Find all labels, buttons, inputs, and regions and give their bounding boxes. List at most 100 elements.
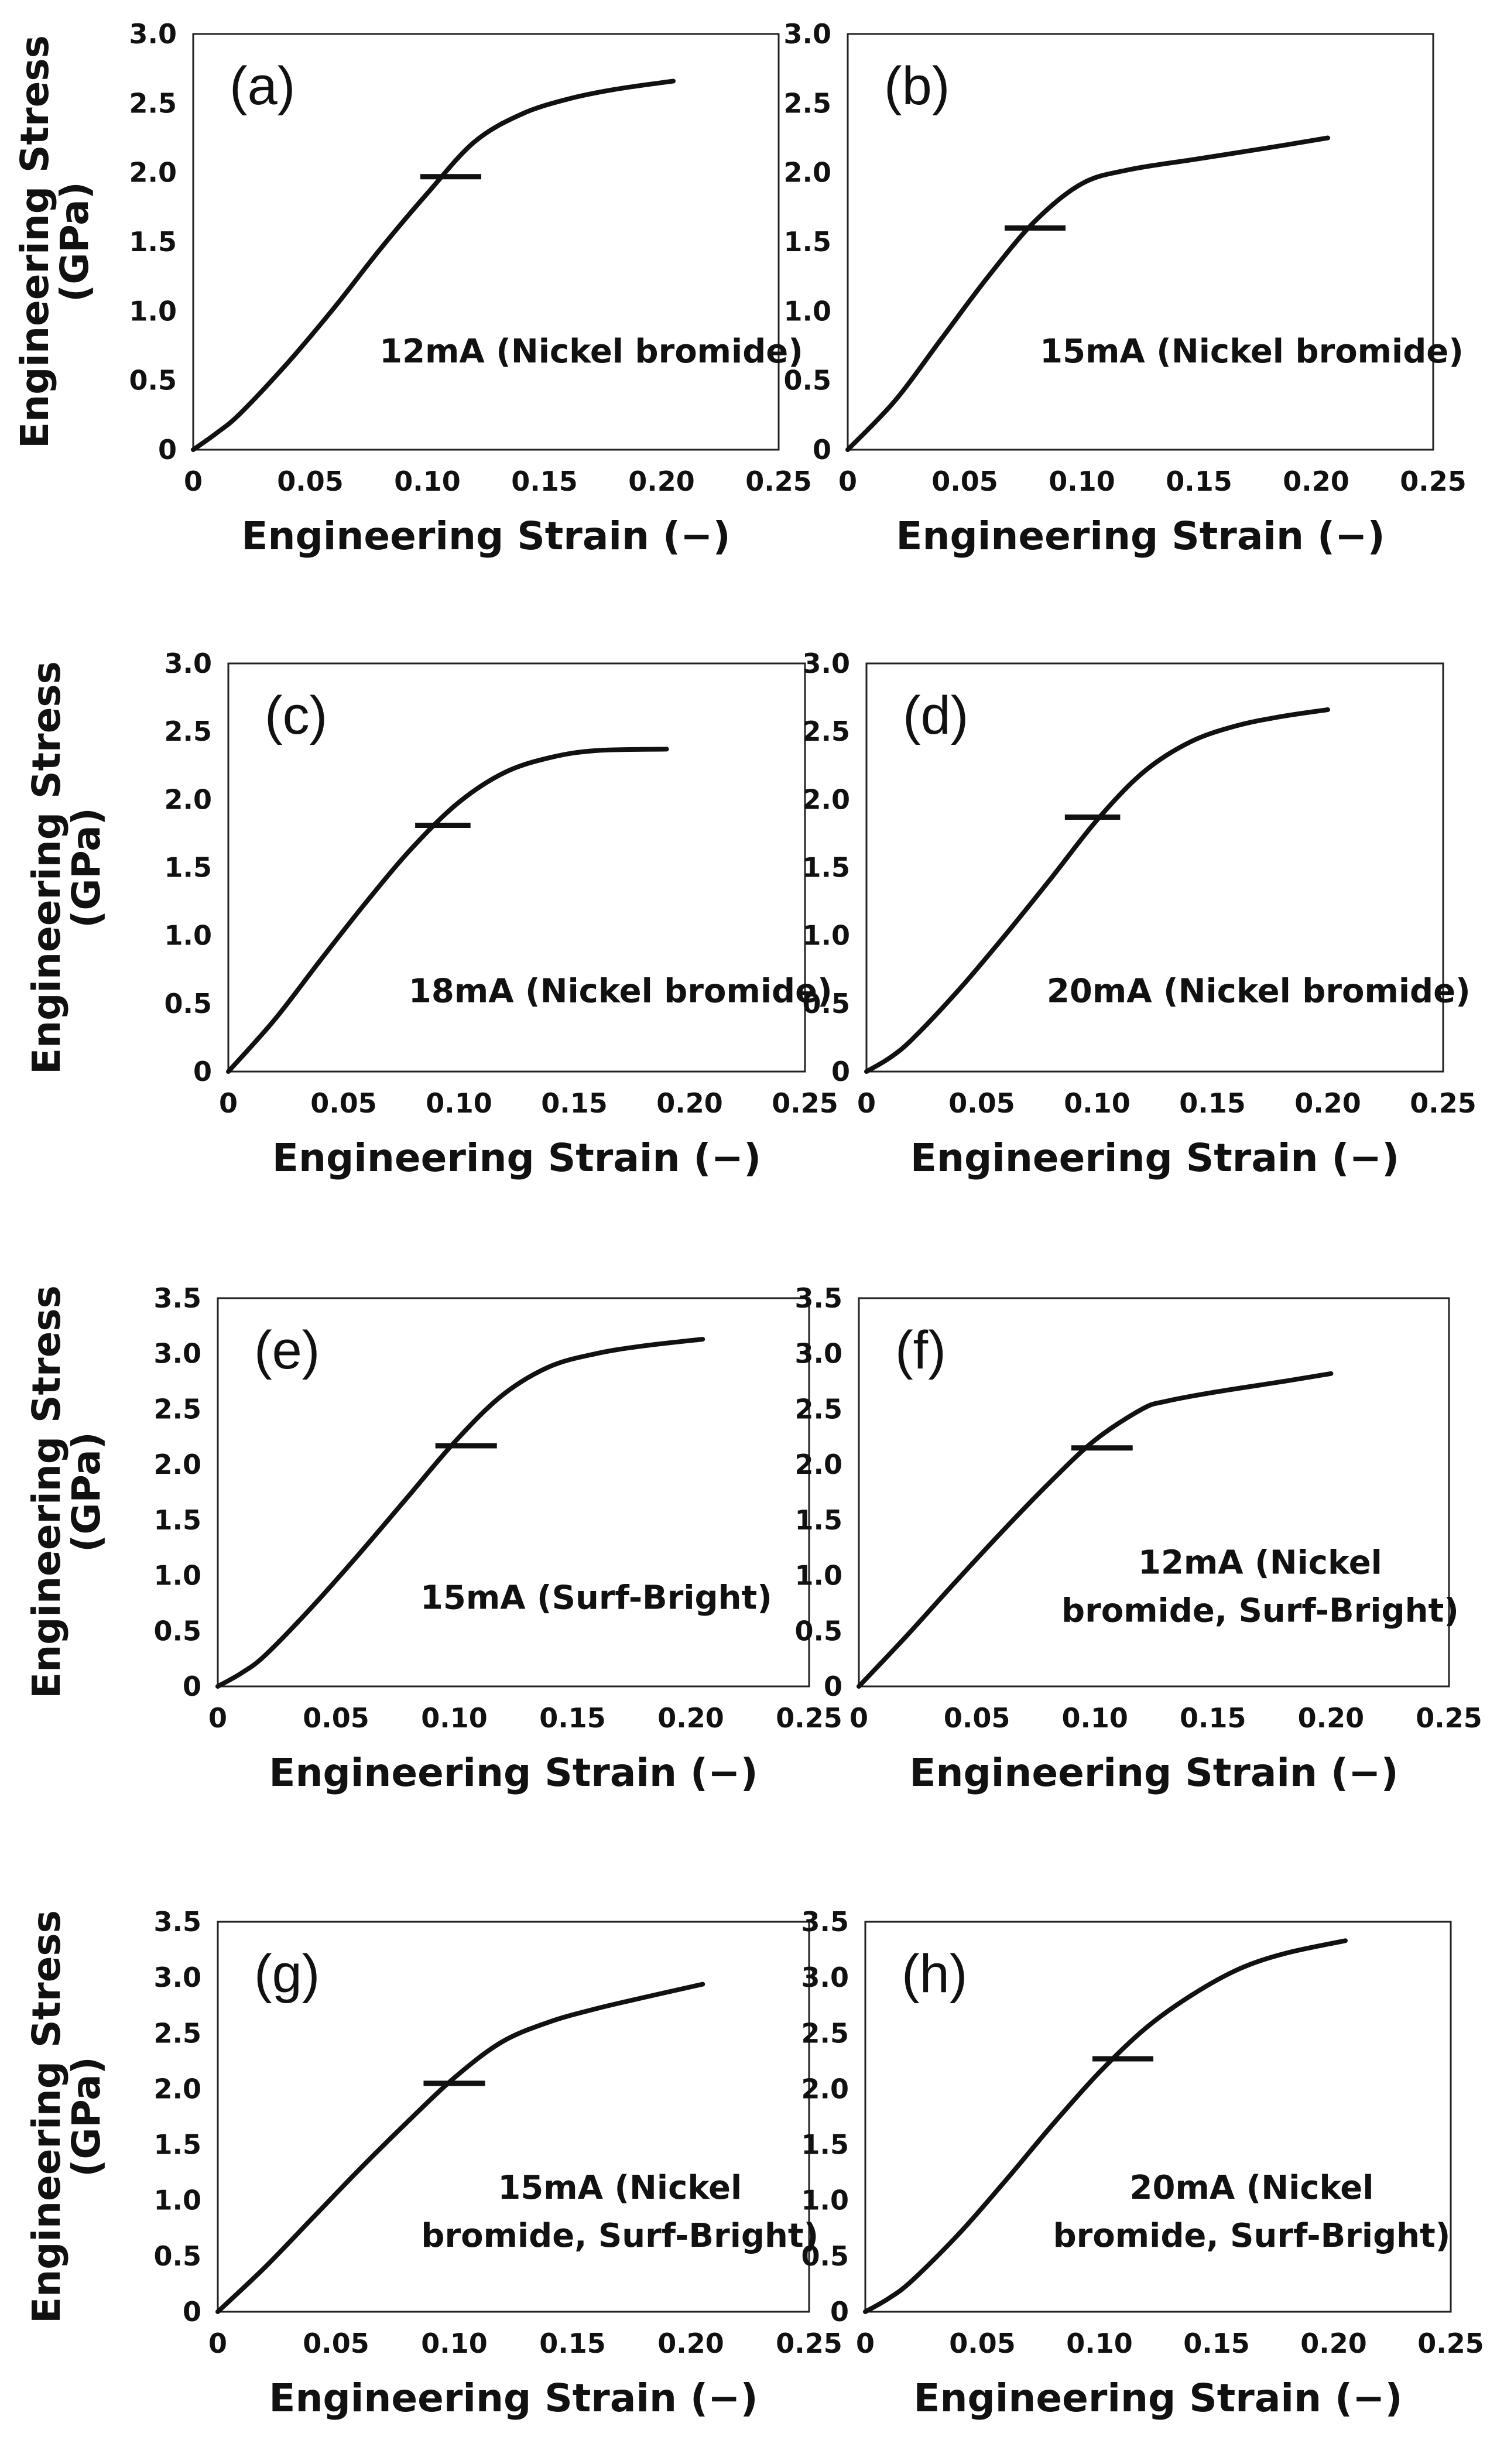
x-tick-label: 0.10 [394,466,461,497]
y-tick-label: 1.5 [154,1504,202,1536]
y-tick-label: 0 [158,434,177,466]
y-tick-label: 1.0 [165,920,213,952]
x-axis-label: Engineering Strain (−) [241,514,730,559]
y-tick-label: 2.5 [165,716,213,747]
y-axis-label: Engineering Stress(GPa) [24,1910,109,2323]
plot-frame [192,33,780,451]
y-tick-label: 0.5 [129,365,177,396]
y-tick-label: 0 [183,1671,201,1702]
y-tick-label: 1.5 [165,852,213,884]
x-tick-label: 0 [849,1702,868,1734]
x-axis-label: Engineering Strain (−) [909,1750,1398,1795]
condition-label: 18mA (Nickel bromide) [409,973,833,1011]
plot-frame [227,662,806,1073]
x-tick-label: 0.05 [931,466,998,497]
y-tick-label: 3.0 [784,18,832,50]
x-tick-label: 0.15 [1183,2328,1250,2359]
y-axis-label-line2: (GPa) [64,1432,109,1552]
x-tick-label: 0.10 [421,1702,488,1734]
stress-strain-curve [864,707,1330,1074]
x-tick-label: 0.20 [656,1087,723,1119]
condition-label: bromide, Surf-Bright) [1053,2217,1451,2255]
y-tick-label: 1.0 [801,2185,849,2216]
x-tick-label: 0 [208,2328,227,2359]
stress-strain-curve [215,1982,705,2314]
y-tick-label: 0.5 [784,365,832,396]
x-axis-label: Engineering Strain (−) [896,514,1385,559]
condition-label: 20mA (Nickel bromide) [1047,973,1471,1011]
y-tick-label: 2.5 [801,2017,849,2049]
y-tick-label: 1.0 [129,295,177,327]
y-tick-label: 0 [831,1056,850,1087]
x-tick-label: 0 [857,1087,876,1119]
condition-label: bromide, Surf-Bright) [1061,1592,1459,1630]
y-tick-label: 3.0 [165,648,213,679]
y-tick-label: 3.0 [129,18,177,50]
y-tick-label: 1.5 [154,2129,202,2161]
stress-strain-curve [226,747,669,1074]
y-tick-label: 3.5 [154,1282,202,1314]
y-tick-label: 0.5 [154,1615,202,1647]
chart-panel: 0 0.5 1.0 1.5 2.0 2.5 3.0 0 0.05 0.10 0.15 0.20 0.25… [12,18,812,559]
panel-label: (d) [903,686,968,745]
condition-label: bromide, Surf-Bright) [421,2217,818,2255]
panel-label: (g) [254,1944,320,2004]
y-tick-label: 2.5 [803,716,851,747]
y-tick-label: 0 [193,1056,212,1087]
y-tick-label: 1.0 [795,1560,843,1592]
condition-label: 12mA (Nickel [1138,1544,1382,1582]
y-tick-label: 1.5 [795,1504,843,1536]
panel-label: (c) [265,686,327,745]
y-tick-label: 3.5 [795,1282,843,1314]
x-tick-label: 0.10 [1061,1702,1128,1734]
x-tick-label: 0.25 [1417,2328,1484,2359]
plot-frame [847,33,1434,451]
y-tick-label: 2.5 [795,1393,843,1425]
x-tick-label: 0.25 [745,466,812,497]
y-tick-label: 2.0 [129,157,177,189]
x-tick-label: 0.15 [539,2328,606,2359]
y-tick-label: 1.0 [803,920,851,952]
plot-frame [858,1297,1450,1688]
y-axis-label-line2: (GPa) [52,182,97,302]
condition-label: 15mA (Nickel bromide) [1040,333,1464,371]
y-axis-label-line1: Engineering Stress [24,661,69,1074]
x-tick-label: 0 [219,1087,238,1119]
x-tick-label: 0.25 [1400,466,1467,497]
y-tick-label: 2.0 [154,2073,202,2104]
x-axis-label: Engineering Strain (−) [272,1135,761,1180]
x-tick-label: 0.20 [657,1702,724,1734]
y-tick-label: 2.0 [165,783,213,815]
y-axis-label-line1: Engineering Stress [24,1285,69,1699]
x-tick-label: 0.25 [776,1702,842,1734]
x-axis-label: Engineering Strain (−) [269,1750,758,1795]
x-tick-label: 0.20 [1298,1702,1365,1734]
y-tick-label: 2.0 [801,2073,849,2104]
x-tick-label: 0.05 [303,2328,369,2359]
y-tick-label: 2.5 [784,87,832,119]
condition-label: 15mA (Nickel [498,2169,742,2207]
panel-label: (e) [254,1320,320,1380]
chart-panel: 0 0.5 1.0 1.5 2.0 2.5 3.0 0 0.05 0.10 0.15 0.20 0.25… [803,648,1477,1180]
y-tick-label: 1.5 [801,2129,849,2161]
x-axis-label: Engineering Strain (−) [269,2376,758,2421]
x-tick-label: 0 [856,2328,875,2359]
y-tick-label: 0 [830,2296,849,2328]
x-tick-label: 0 [838,466,857,497]
plot-frame [865,662,1444,1073]
x-tick-label: 0.05 [948,1087,1015,1119]
stress-strain-curve [215,1337,705,1689]
x-tick-label: 0.05 [303,1702,369,1734]
x-tick-label: 0.25 [1410,1087,1477,1119]
stress-strain-curve [857,1371,1334,1689]
condition-label: 20mA (Nickel [1130,2169,1374,2207]
y-axis-label: Engineering Stress(GPa) [24,1285,109,1699]
stress-strain-curve [845,135,1330,452]
condition-label: 12mA (Nickel bromide) [379,333,803,371]
x-tick-label: 0.15 [541,1087,608,1119]
y-tick-label: 0.5 [801,2240,849,2272]
x-tick-label: 0.10 [421,2328,488,2359]
x-tick-label: 0.15 [1180,1702,1246,1734]
x-tick-label: 0.20 [1300,2328,1367,2359]
y-tick-label: 0 [824,1671,842,1702]
